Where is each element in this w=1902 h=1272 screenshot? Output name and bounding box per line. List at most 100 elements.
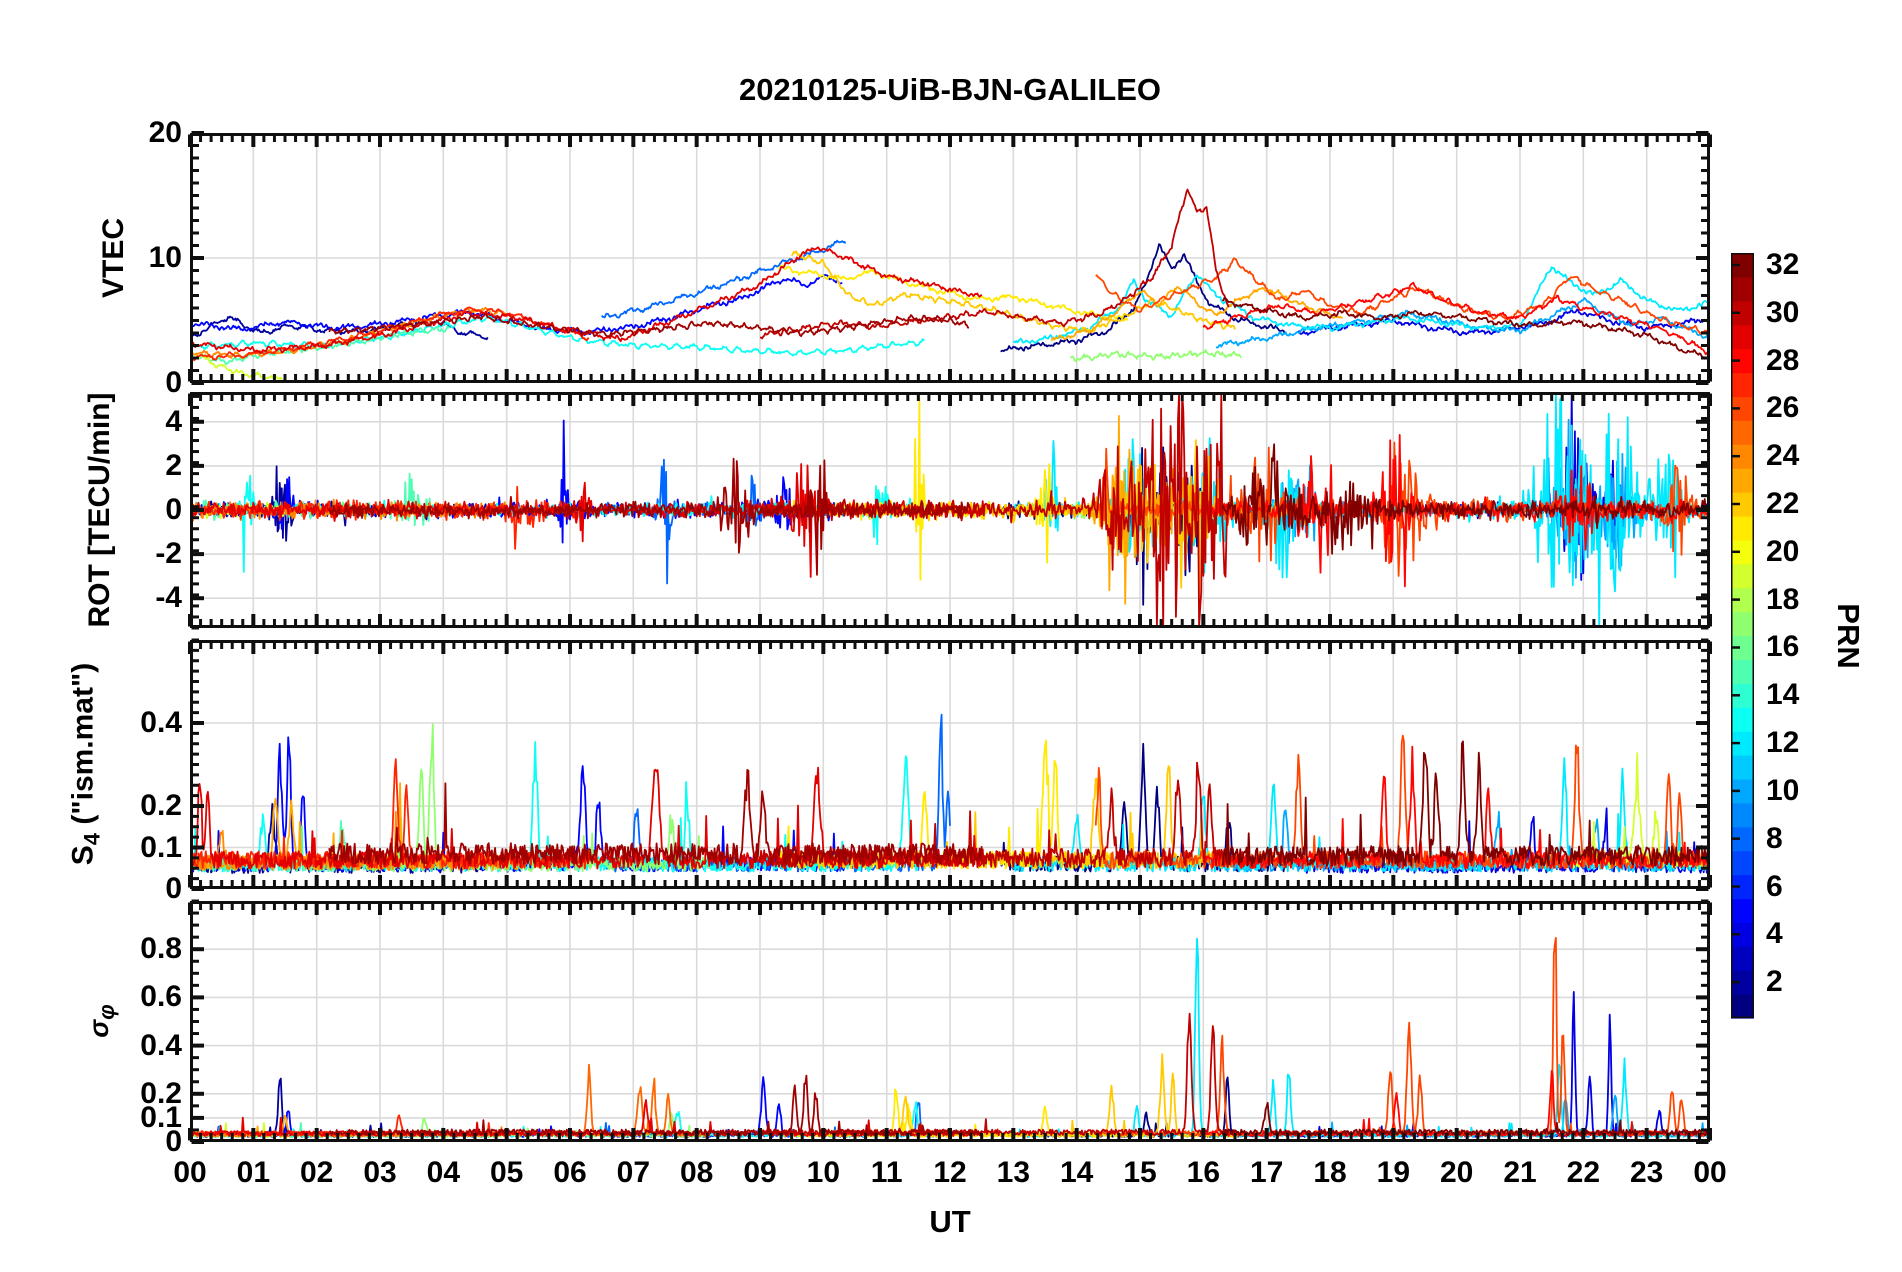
s4-series bbox=[190, 713, 1710, 874]
rot-ytick-label: 2 bbox=[165, 448, 182, 482]
vtec-series-prn-23 bbox=[1050, 286, 1343, 342]
x-tick-label: 10 bbox=[806, 1156, 841, 1189]
colorbar-band-prn-25 bbox=[1731, 420, 1754, 445]
sigma_phi-series-prn-12 bbox=[1012, 937, 1710, 1138]
colorbar-band-prn-23 bbox=[1731, 468, 1754, 493]
rot-series-prn-15 bbox=[190, 472, 451, 527]
x-tick-label: 15 bbox=[1123, 1156, 1157, 1189]
s4-series-prn-4 bbox=[1297, 807, 1710, 874]
colorbar-band-prn-11 bbox=[1731, 755, 1754, 780]
x-tick-label: 13 bbox=[996, 1156, 1031, 1189]
colorbar-band-prn-30 bbox=[1731, 300, 1754, 326]
colorbar-tick-label: 8 bbox=[1766, 821, 1783, 855]
s4-series-prn-1 bbox=[1000, 742, 1287, 873]
x-tick-label: 00 bbox=[173, 1156, 207, 1189]
rot-ytick-label: -2 bbox=[155, 537, 182, 571]
vtec-series-prn-12 bbox=[1012, 266, 1710, 345]
vtec-ytick-label: 0 bbox=[165, 366, 182, 399]
sigma_phi-ytick-label: 0.4 bbox=[140, 1028, 182, 1062]
vtec-series-prn-15 bbox=[190, 325, 451, 365]
colorbar-band-prn-26 bbox=[1731, 396, 1754, 421]
colorbar-title: PRN bbox=[1831, 603, 1866, 669]
colorbar-tick-label: 18 bbox=[1766, 582, 1800, 616]
x-tick-label: 20 bbox=[1439, 1156, 1474, 1189]
vtec-series-prn-8 bbox=[600, 239, 847, 319]
colorbar-band-prn-15 bbox=[1731, 659, 1754, 684]
x-tick-label: 08 bbox=[679, 1156, 714, 1189]
vtec-series-prn-30 bbox=[759, 188, 1230, 340]
x-tick-label: 14 bbox=[1059, 1156, 1094, 1189]
s4-ytick-label: 0.4 bbox=[140, 706, 182, 739]
s4-series-prn-17 bbox=[354, 723, 711, 873]
colorbar-band-prn-20 bbox=[1731, 539, 1754, 565]
prn-colorbar-svg bbox=[1731, 253, 1754, 1019]
colorbar-tick-label: 12 bbox=[1766, 726, 1800, 760]
rot-series-prn-31 bbox=[328, 457, 970, 576]
sigma_phi-ytick-label: 0.6 bbox=[140, 980, 182, 1014]
colorbar-tick-label: 24 bbox=[1766, 439, 1800, 473]
colorbar-band-prn-29 bbox=[1731, 324, 1754, 350]
sigma_phi-series-prn-4 bbox=[1298, 991, 1710, 1138]
x-tick-label: 06 bbox=[553, 1156, 587, 1189]
colorbar-tick-label: 20 bbox=[1766, 534, 1800, 568]
x-tick-label: 23 bbox=[1629, 1156, 1664, 1189]
rot-panel-svg bbox=[188, 392, 1712, 630]
vtec-series bbox=[190, 188, 1710, 382]
x-tick-label: 02 bbox=[299, 1156, 334, 1189]
colorbar-band-prn-24 bbox=[1731, 444, 1754, 469]
colorbar-tick-label: 6 bbox=[1766, 869, 1783, 903]
sigma_phi-ytick-label: 0.1 bbox=[140, 1100, 182, 1134]
vtec-series-prn-31 bbox=[328, 313, 970, 338]
colorbar-band-prn-10 bbox=[1731, 778, 1754, 804]
rot-ytick-label: -4 bbox=[155, 581, 182, 615]
colorbar-tick-label: 10 bbox=[1766, 773, 1800, 807]
colorbar-band-prn-4 bbox=[1731, 922, 1754, 947]
vtec-series-prn-32 bbox=[1221, 296, 1710, 361]
x-tick-label: 04 bbox=[426, 1156, 461, 1189]
chart-title: 20210125-UiB-BJN-GALILEO bbox=[738, 72, 1162, 107]
s4-series-prn-31 bbox=[328, 768, 983, 866]
x-tick-label: 21 bbox=[1503, 1156, 1537, 1189]
vtec-series-prn-28 bbox=[1202, 281, 1710, 356]
vtec-series-prn-26 bbox=[1095, 257, 1710, 336]
axes-frame bbox=[188, 638, 1712, 891]
colorbar-band-prn-2 bbox=[1731, 970, 1754, 995]
colorbar-band-prn-31 bbox=[1731, 276, 1754, 302]
x-tick-label: 03 bbox=[363, 1156, 397, 1189]
colorbar-band-prn-5 bbox=[1731, 898, 1754, 923]
rot-series-prn-32 bbox=[1221, 443, 1710, 555]
rot-series bbox=[190, 392, 1710, 628]
gridlines bbox=[190, 901, 1710, 1142]
colorbar-band-prn-12 bbox=[1731, 731, 1754, 756]
x-tick-label: 01 bbox=[236, 1156, 271, 1189]
axes-frame bbox=[188, 392, 1712, 630]
colorbar-band-prn-18 bbox=[1731, 587, 1754, 613]
colorbar-band-prn-8 bbox=[1731, 826, 1754, 852]
s4-ytick-label: 0.1 bbox=[140, 830, 182, 864]
colorbar-tick-label: 2 bbox=[1766, 965, 1783, 999]
x-tick-label: 19 bbox=[1376, 1156, 1411, 1189]
vtec-series-prn-21 bbox=[778, 264, 1129, 322]
rot-series-prn-29 bbox=[190, 463, 983, 578]
colorbar-band-prn-22 bbox=[1731, 492, 1754, 517]
vtec-series-prn-1 bbox=[1000, 243, 1287, 353]
colorbar-band-prn-3 bbox=[1731, 946, 1754, 971]
vtec-series-prn-29 bbox=[190, 246, 983, 354]
sigma-phi-panel-svg bbox=[188, 899, 1712, 1144]
colorbar-band-prn-14 bbox=[1731, 683, 1754, 708]
sigma_phi-ytick-label: 0.2 bbox=[140, 1076, 182, 1110]
colorbar-band-prn-28 bbox=[1731, 348, 1754, 374]
colorbar-band-prn-6 bbox=[1731, 874, 1754, 900]
colorbar-band-prn-9 bbox=[1731, 802, 1754, 828]
s4-series-prn-32 bbox=[1221, 740, 1710, 867]
colorbar-band-prn-1 bbox=[1731, 994, 1754, 1019]
colorbar-band-prn-17 bbox=[1731, 611, 1754, 637]
colorbar-band-prn-19 bbox=[1731, 563, 1754, 589]
colorbar-band-prn-32 bbox=[1731, 253, 1754, 278]
rot-series-prn-21 bbox=[778, 396, 1128, 581]
axes-frame bbox=[188, 131, 1712, 385]
x-tick-label: 22 bbox=[1566, 1156, 1601, 1189]
colorbar-band-prn-21 bbox=[1731, 515, 1754, 541]
colorbar-tick-label: 26 bbox=[1766, 391, 1800, 425]
